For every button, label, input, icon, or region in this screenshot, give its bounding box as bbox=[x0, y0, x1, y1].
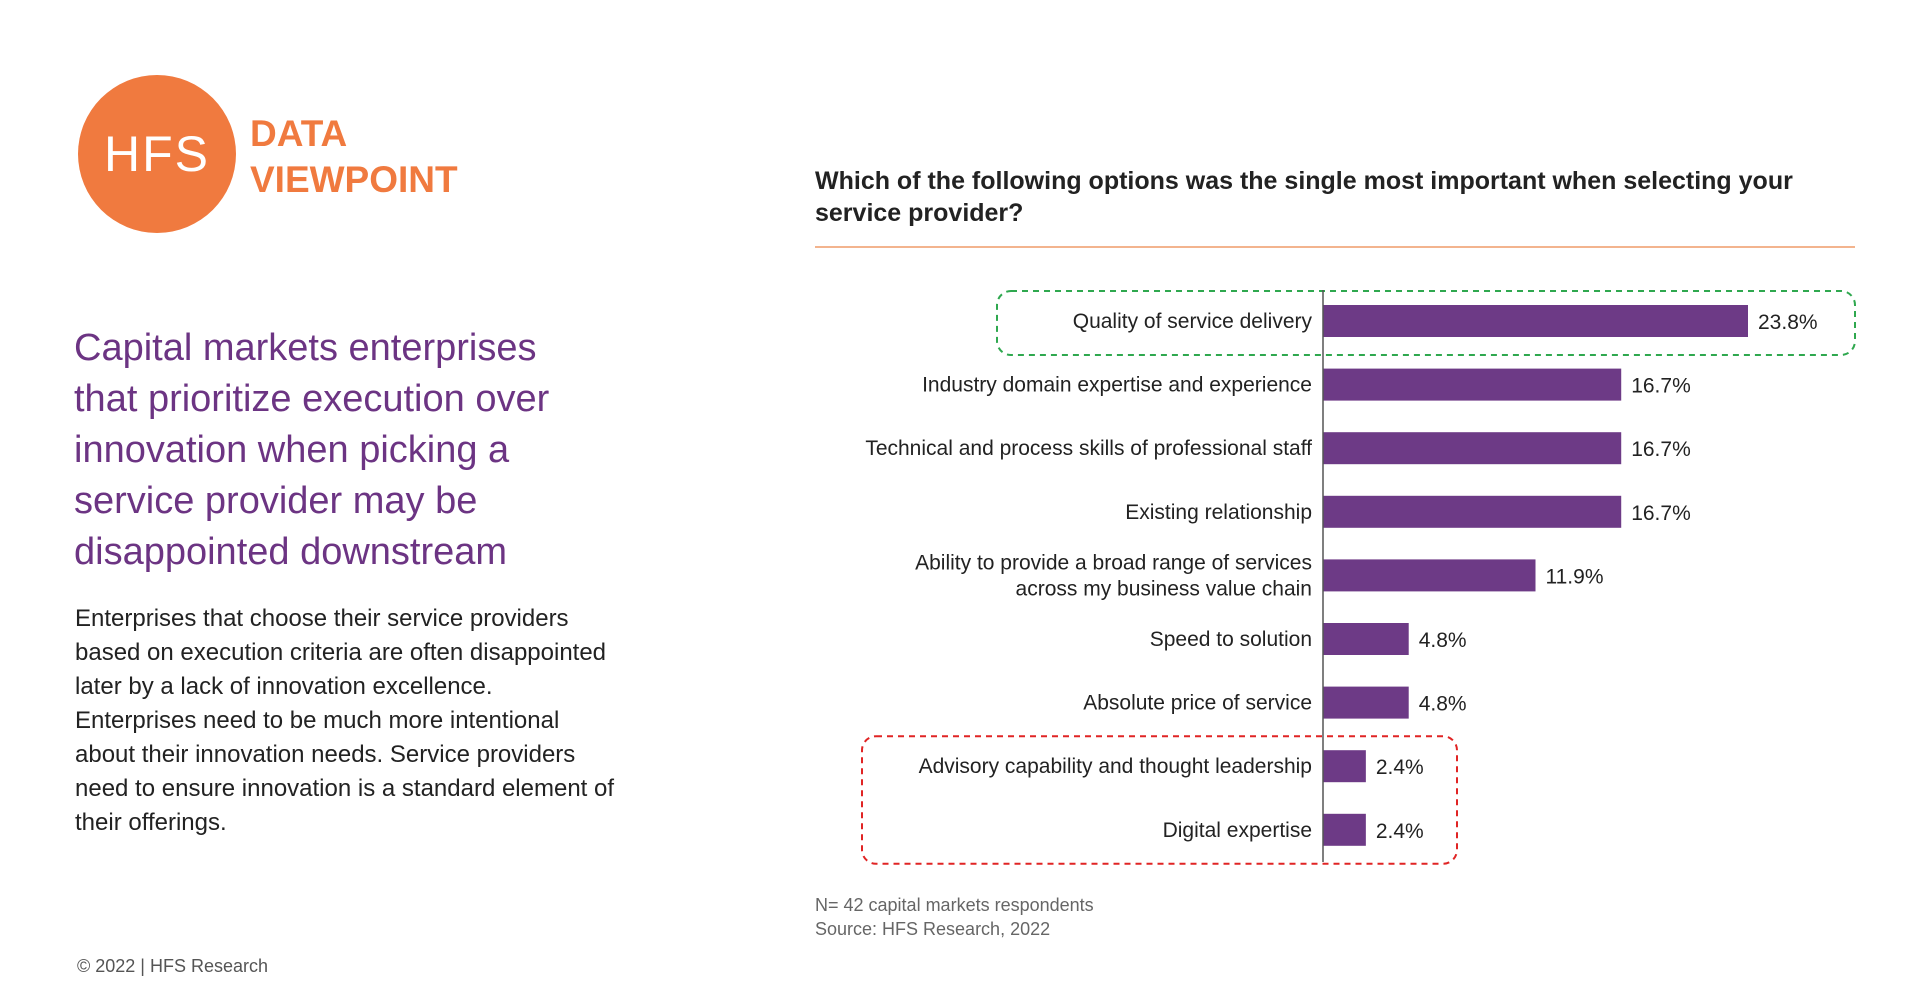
bar-7 bbox=[1323, 750, 1366, 783]
value-label-5: 4.8% bbox=[1419, 629, 1467, 652]
body-text: Enterprises that choose their service pr… bbox=[75, 605, 615, 836]
category-label-6: Absolute price of service bbox=[1083, 692, 1312, 715]
headline: Capital markets enterprises that priorit… bbox=[74, 327, 550, 573]
category-label-5: Speed to solution bbox=[1150, 628, 1312, 651]
value-label-7: 2.4% bbox=[1376, 756, 1424, 779]
category-label-3: Existing relationship bbox=[1125, 501, 1312, 524]
logo-line-data: DATA bbox=[250, 113, 348, 154]
bar-2 bbox=[1323, 432, 1622, 465]
bar-6 bbox=[1323, 686, 1409, 719]
bar-0 bbox=[1323, 305, 1748, 337]
category-label-4-line-1: across my business value chain bbox=[1016, 577, 1312, 600]
category-label-7: Advisory capability and thought leadersh… bbox=[919, 755, 1312, 778]
bar-8 bbox=[1323, 813, 1366, 846]
copyright: © 2022 | HFS Research bbox=[77, 956, 269, 976]
value-label-8: 2.4% bbox=[1376, 820, 1424, 843]
logo-wordmark: DATA VIEWPOINT bbox=[250, 111, 458, 203]
chart-note: N= 42 capital markets respondents Source… bbox=[815, 893, 1094, 941]
value-label-6: 4.8% bbox=[1419, 693, 1467, 716]
category-label-8: Digital expertise bbox=[1163, 819, 1312, 842]
highlight-box-bottom bbox=[861, 735, 1458, 865]
bar-4 bbox=[1323, 559, 1536, 592]
value-label-2: 16.7% bbox=[1631, 438, 1691, 461]
title-divider bbox=[815, 246, 1855, 248]
category-label-1: Industry domain expertise and experience bbox=[922, 374, 1312, 397]
category-label-2: Technical and process skills of professi… bbox=[865, 437, 1312, 460]
bar-1 bbox=[1323, 368, 1622, 401]
hfs-logo: HFS bbox=[78, 75, 236, 233]
logo-line-viewpoint: VIEWPOINT bbox=[250, 159, 458, 200]
logo-initials: HFS bbox=[104, 126, 210, 182]
bar-3 bbox=[1323, 495, 1622, 528]
value-label-4: 11.9% bbox=[1546, 565, 1604, 588]
category-label-4-line-0: Ability to provide a broad range of serv… bbox=[915, 551, 1312, 574]
highlight-box-top bbox=[996, 290, 1856, 356]
chart-title: Which of the following options was the s… bbox=[815, 167, 1793, 227]
value-label-0: 23.8% bbox=[1758, 311, 1818, 334]
source: Source: HFS Research, 2022 bbox=[815, 919, 1051, 939]
sample-size: N= 42 capital markets respondents bbox=[815, 895, 1094, 915]
value-label-3: 16.7% bbox=[1631, 502, 1691, 525]
bar-5 bbox=[1323, 623, 1409, 655]
category-label-0: Quality of service delivery bbox=[1073, 310, 1313, 333]
value-label-1: 16.7% bbox=[1631, 375, 1691, 398]
